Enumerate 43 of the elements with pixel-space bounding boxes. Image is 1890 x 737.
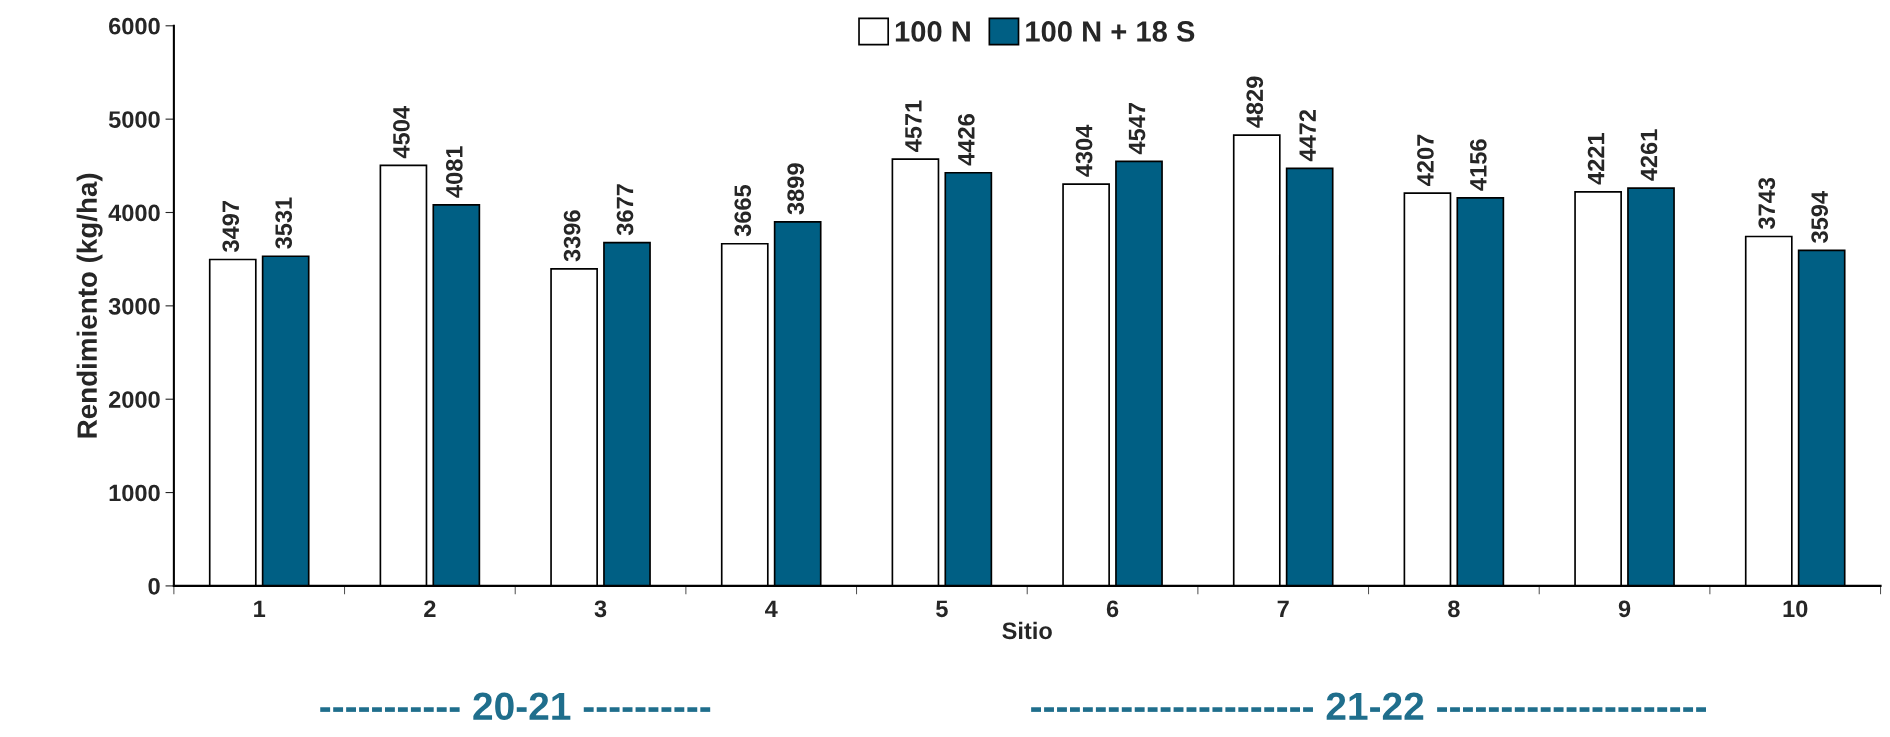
- x-tick-label: 5: [936, 600, 948, 618]
- y-tick-label: 3000: [108, 297, 160, 315]
- legend-label: 100 N + 18 S: [1026, 21, 1195, 42]
- x-tick-label: 4: [765, 600, 778, 617]
- y-tick-label: 2000: [108, 391, 160, 408]
- data-label: 4304: [1075, 124, 1093, 177]
- x-tick-label: 8: [1448, 600, 1460, 618]
- x-tick-label: 7: [1277, 600, 1289, 617]
- x-tick-label: 6: [1106, 600, 1119, 618]
- y-tick-label: 4000: [108, 204, 160, 222]
- text: ---------------------- 21-22 ---------------------: [1031, 692, 1706, 720]
- data-label: 4426: [957, 114, 975, 166]
- data-label: 4207: [1417, 134, 1434, 186]
- x-tick-label: 9: [1618, 600, 1631, 618]
- data-label: 4156: [1469, 139, 1487, 191]
- data-label: 3743: [1758, 177, 1776, 230]
- y-tick-label: 5000: [108, 111, 160, 128]
- data-label: 4472: [1299, 109, 1316, 162]
- data-label: 4829: [1246, 76, 1264, 128]
- data-label: 3594: [1811, 191, 1829, 243]
- x-tick-label: 1: [254, 600, 266, 617]
- data-label: 3665: [734, 184, 752, 237]
- x-tick-label: 10: [1783, 600, 1808, 618]
- legend-label: 100 N: [895, 21, 970, 42]
- data-label: 3677: [616, 184, 634, 236]
- data-label: 3497: [222, 201, 240, 252]
- data-label: 3396: [563, 210, 581, 262]
- data-label: 3899: [787, 163, 805, 215]
- data-label: 3531: [275, 197, 293, 249]
- y-tick-label: 1000: [109, 484, 160, 502]
- x-axis-title: Sitio: [1002, 621, 1052, 640]
- data-label: 4504: [393, 106, 410, 159]
- text: ----------- 20-21 ----------: [320, 692, 711, 721]
- y-tick-label: 0: [148, 577, 160, 595]
- data-label: 4221: [1587, 133, 1605, 185]
- data-label: 4261: [1640, 129, 1658, 181]
- y-tick-label: 6000: [109, 17, 160, 35]
- data-label: 4547: [1128, 103, 1146, 155]
- data-label: 4081: [445, 146, 463, 198]
- data-label: 4571: [905, 100, 922, 152]
- x-tick-label: 2: [424, 600, 436, 617]
- x-tick-label: 3: [594, 600, 607, 618]
- y-axis-title: Rendimiento (kg/ha): [76, 173, 103, 438]
